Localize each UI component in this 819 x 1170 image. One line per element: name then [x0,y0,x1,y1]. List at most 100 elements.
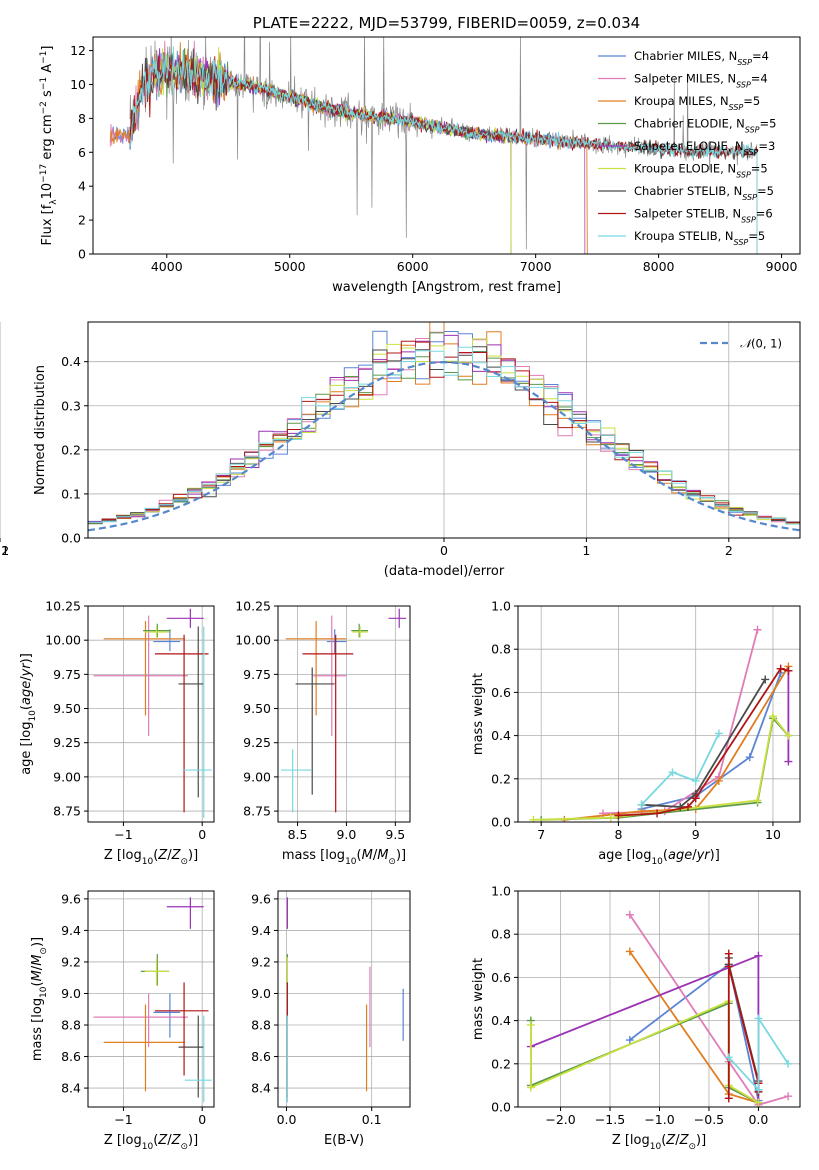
y-tick-label: 0 [78,247,86,262]
series-marker [754,1085,763,1094]
axes-frame [277,605,411,823]
x-axis-label: mass [log10(M/M⊙)] [282,848,406,867]
series-line [618,667,789,817]
series-marker [668,768,677,777]
x-axis-label: (data-model)/error [384,564,505,579]
x-tick-label: 9.5 [385,827,405,842]
series-marker [625,947,634,956]
y-tick-label: 0.0 [491,815,511,830]
y-tick-label: 0.8 [491,927,511,942]
series-kroupa-stelib [637,729,723,809]
x-tick-label: 8 [614,827,622,842]
series-marker [683,802,692,811]
spectrum-panel: PLATE=2222, MJD=53799, FIBERID=0059, z=0… [39,14,801,295]
points [280,608,407,813]
y-tick-label: 0.8 [491,642,511,657]
y-tick-label: 8.8 [251,1018,271,1033]
errorbar-chabrier-stelib [295,667,335,795]
axes-frame [277,890,411,1108]
y-tick-label: 8.75 [53,804,81,819]
y-tick-label: 0.4 [61,354,81,369]
y-axis-label: age [log10(age/yr)] [19,653,38,775]
series-marker [724,962,733,971]
axis-ticks: 8.5 9.0 9.5 8.75 9.00 9.25 9.50 9.75 10.00 10.25 [235,599,410,842]
points [286,897,404,1103]
y-tick-label: 9.25 [243,735,271,750]
x-tick-label: 8.5 [288,827,308,842]
y-tick-label: 8.6 [251,1049,271,1064]
series-marker [691,776,700,785]
series-line [640,733,720,806]
y-axis-label: Flux [fλ10−17 erg cm−2 s−1 A−1] [39,46,59,246]
legend-label-kroupa-stelib: Kroupa STELIB, NSSP=5 [634,229,765,247]
errorbar-chabrier-miles [326,629,347,654]
legend-label-salpeter-elodie: Salpeter ELODIE, NSSP=3 [634,139,775,157]
series-marker [714,729,723,738]
x-tick-label: 0 [198,827,206,842]
chart-title: PLATE=2222, MJD=53799, FIBERID=0059, z=0… [253,14,640,32]
y-tick-label: 9.2 [61,954,81,969]
x-tick-label: 9.0 [336,827,356,842]
y-tick-label: 0.4 [491,1013,511,1028]
errorbar-salpeter-miles [93,993,189,1048]
series-marker [724,949,733,958]
x-tick-label: −1 [0,543,9,558]
y-tick-label: 9.25 [53,735,81,750]
x-tick-label: 2 [725,543,733,558]
legend-label-chabrier-stelib: Chabrier STELIB, NSSP=5 [634,184,774,202]
y-tick-label: 1.0 [491,599,511,614]
series-marker [691,794,700,803]
y-tick-label: 6 [78,145,86,160]
errorbar-salpeter-elodie [388,608,407,628]
axis-ticks: −2.0 −1.5 −1.0 −0.5 0.0 0.0 0.2 0.4 0.6 0.8 1.0 [491,884,800,1127]
series-marker [784,666,793,675]
y-tick-label: 10.00 [235,633,271,648]
series-kroupa-stelib [724,1014,793,1094]
series-marker [745,753,754,762]
y-tick-label: 9.75 [53,667,81,682]
series-marker [753,625,762,634]
x-tick-label: −2 [0,543,9,558]
x-axis-label: E(B-V) [324,1133,364,1148]
x-tick-label: 0 [198,1112,206,1127]
series-line [602,629,759,815]
errorbar-kroupa-stelib [280,749,312,813]
y-tick-label: 8.8 [61,1018,81,1033]
x-tick-label: 7 [537,827,545,842]
y-tick-label: 9.0 [251,986,271,1001]
axes-frame [87,605,215,823]
series-marker [526,1083,535,1092]
errorbar-kroupa-miles [285,621,347,716]
series-marker [714,776,723,785]
errorbar-salpeter-elodie [166,608,204,628]
normal-curve [88,360,800,532]
spectrum-lines [109,37,758,254]
legend-label-salpeter-miles: Salpeter MILES, NSSP=4 [634,72,768,90]
series-line [641,678,766,808]
series-salpeter-elodie [784,666,793,766]
legend-label-chabrier-elodie: Chabrier ELODIE, NSSP=5 [634,117,776,135]
x-tick-label: 0.0 [277,1112,297,1127]
histograms [88,322,800,532]
x-axis-label: Z [log10(Z/Z⊙)] [104,848,198,867]
age-vs-metallicity-panel: −1 0 8.75 9.00 9.25 9.50 9.75 10.00 10.25 Z [log1… [19,599,215,867]
mass-weight-vs-metallicity-panel: −2.0 −1.5 −1.0 −0.5 0.0 0.0 0.2 0.4 0.6 0.8 1.0 Z [… [471,884,801,1152]
y-tick-label: 4 [78,179,86,194]
errorbar-salpeter-stelib [154,982,209,1076]
y-tick-label: 8.6 [61,1049,81,1064]
x-tick-label: −1.0 [644,1112,674,1127]
y-tick-label: 10.25 [235,599,271,614]
x-tick-label: 9 [692,827,700,842]
y-tick-label: 9.00 [243,769,271,784]
series-lines [529,625,793,822]
series-marker [784,731,793,740]
legend-label-salpeter-stelib: Salpeter STELIB, NSSP=6 [634,207,773,225]
series-marker [625,910,634,919]
x-axis-label: age [log10(age/yr)] [598,848,720,867]
errorbar-kroupa-stelib [184,1015,212,1103]
y-tick-label: 9.75 [243,667,271,682]
errorbar-chabrier-stelib [178,1015,204,1098]
y-tick-label: 0.2 [491,1056,511,1071]
y-tick-label: 9.4 [251,923,271,938]
legend-label-normal: 𝒩(0, 1) [740,337,782,351]
